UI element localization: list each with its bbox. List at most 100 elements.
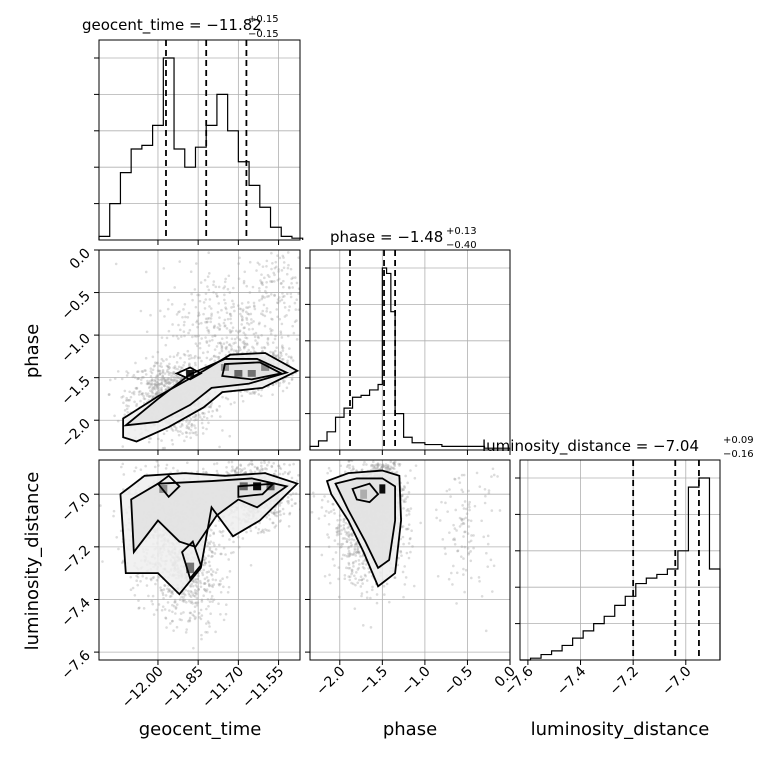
- sample-point: [229, 331, 232, 334]
- xtick-label-luminosity_distance: −7.4: [554, 663, 589, 698]
- sample-point: [176, 603, 179, 606]
- sample-point: [281, 292, 284, 295]
- sample-point: [207, 579, 210, 582]
- sample-point: [263, 531, 266, 534]
- sample-point: [261, 281, 264, 284]
- sample-point: [253, 304, 256, 307]
- sample-point: [358, 431, 361, 434]
- sample-point: [348, 535, 351, 538]
- sample-point: [285, 314, 288, 317]
- sample-point: [195, 578, 198, 581]
- sample-point: [241, 319, 244, 322]
- sample-point: [275, 308, 278, 311]
- sample-point: [209, 600, 212, 603]
- sample-point: [258, 263, 261, 266]
- sample-point: [279, 473, 282, 476]
- sample-point: [219, 415, 222, 418]
- sample-point: [253, 302, 256, 305]
- sample-point: [414, 477, 417, 480]
- sample-point: [245, 531, 248, 534]
- sample-point: [177, 337, 180, 340]
- sample-point: [181, 423, 184, 426]
- sample-point: [242, 310, 245, 313]
- sample-point: [167, 590, 170, 593]
- title-phase-plus: +0.13: [446, 226, 477, 237]
- sample-point: [183, 440, 186, 443]
- sample-point: [227, 591, 230, 594]
- sample-point: [190, 447, 193, 450]
- sample-point: [198, 322, 201, 325]
- ytick-label-phase: −2.0: [58, 416, 93, 451]
- sample-point: [283, 302, 286, 305]
- sample-point: [128, 399, 131, 402]
- sample-point: [290, 357, 293, 360]
- sample-point: [146, 394, 149, 397]
- sample-point: [99, 504, 102, 507]
- sample-point: [185, 435, 188, 438]
- density-bin: [248, 370, 256, 377]
- sample-point: [291, 505, 294, 508]
- sample-point: [184, 303, 187, 306]
- sample-point: [228, 586, 231, 589]
- sample-point: [238, 330, 241, 333]
- sample-point: [213, 280, 216, 283]
- title-phase-text: phase = −1.48: [330, 228, 443, 246]
- sample-point: [167, 299, 170, 302]
- sample-point: [283, 295, 286, 298]
- sample-point: [188, 312, 191, 315]
- sample-point: [114, 377, 117, 380]
- sample-point: [216, 568, 219, 571]
- sample-point: [228, 351, 231, 354]
- sample-point: [186, 425, 189, 428]
- sample-point: [202, 594, 205, 597]
- sample-point: [365, 453, 368, 456]
- sample-point: [205, 292, 208, 295]
- sample-point: [250, 564, 253, 567]
- sample-point: [183, 321, 186, 324]
- sample-point: [281, 323, 284, 326]
- sample-point: [281, 336, 284, 339]
- sample-point: [202, 471, 205, 474]
- sample-point: [112, 515, 115, 518]
- hist-panel-geocent_time: [94, 40, 303, 245]
- sample-point: [271, 262, 274, 265]
- sample-point: [182, 611, 185, 614]
- sample-point: [214, 348, 217, 351]
- sample-point: [160, 439, 163, 442]
- sample-point: [214, 334, 217, 337]
- hist-luminosity_distance-grid: [528, 460, 686, 660]
- sample-point: [162, 447, 165, 450]
- sample-point: [278, 520, 281, 523]
- sample-point: [269, 311, 272, 314]
- sample-point: [249, 469, 252, 472]
- sample-point: [158, 603, 161, 606]
- title-luminosity-distance-plus: +0.09: [723, 435, 754, 446]
- sample-point: [357, 568, 360, 571]
- sample-point: [202, 426, 205, 429]
- sample-point: [371, 586, 374, 589]
- sample-point: [291, 286, 294, 289]
- sample-point: [183, 324, 186, 327]
- sample-point: [218, 405, 221, 408]
- sample-point: [133, 401, 136, 404]
- sample-point: [212, 291, 215, 294]
- sample-point: [208, 583, 211, 586]
- sample-point: [240, 323, 243, 326]
- sample-point: [265, 516, 268, 519]
- sample-point: [320, 283, 323, 286]
- sample-point: [224, 319, 227, 322]
- sample-point: [202, 432, 205, 435]
- sample-point: [272, 272, 275, 275]
- sample-point: [362, 463, 365, 466]
- sample-point: [287, 335, 290, 338]
- sample-point: [187, 350, 190, 353]
- sample-point: [172, 373, 175, 376]
- sample-point: [142, 395, 145, 398]
- sample-point: [212, 578, 215, 581]
- sample-point: [160, 387, 163, 390]
- sample-point: [124, 409, 127, 412]
- sample-point: [145, 271, 148, 274]
- sample-point: [327, 500, 330, 503]
- sample-point: [252, 320, 255, 323]
- sample-point: [223, 322, 226, 325]
